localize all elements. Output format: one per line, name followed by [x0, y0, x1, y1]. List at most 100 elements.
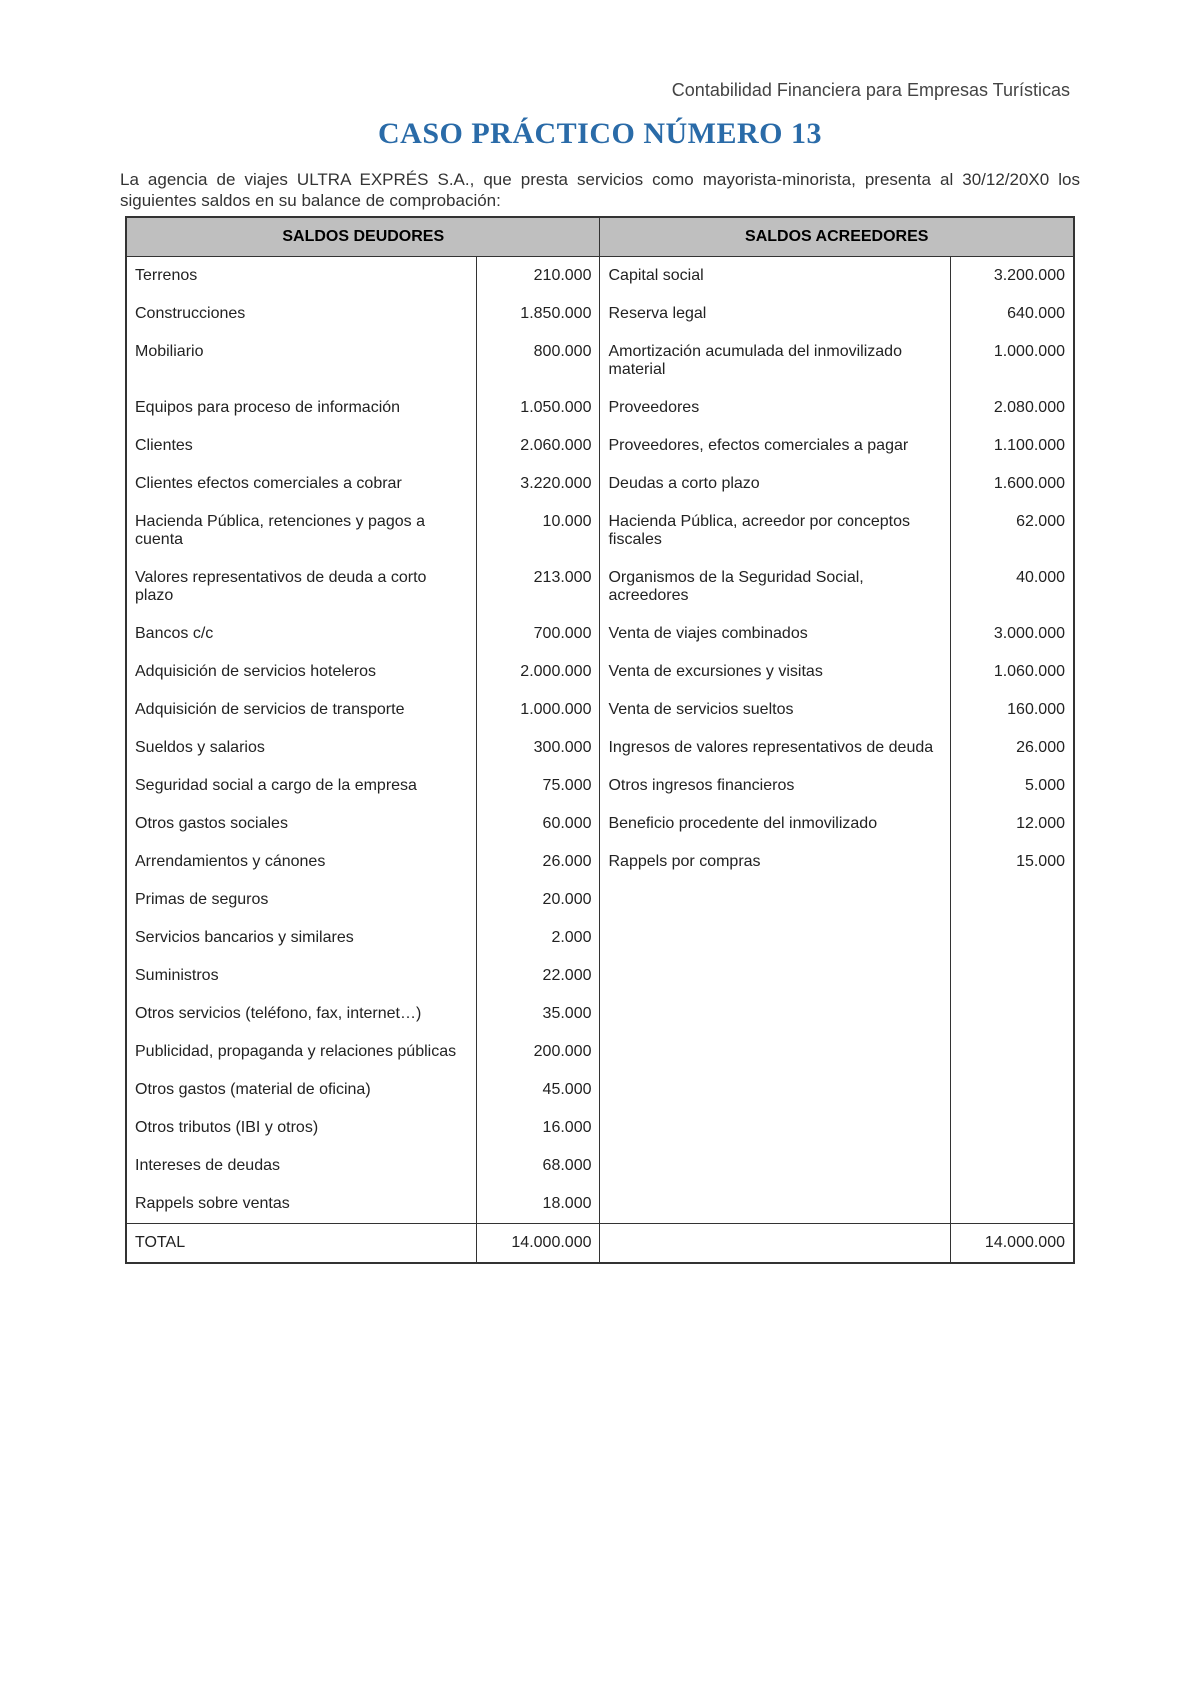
debit-value: 800.000 — [477, 333, 600, 389]
credit-label: Proveedores, efectos comerciales a pagar — [600, 427, 951, 465]
credit-value: 1.100.000 — [951, 427, 1074, 465]
table-row: Terrenos210.000Capital social3.200.000 — [126, 256, 1074, 295]
credit-value: 5.000 — [951, 767, 1074, 805]
credit-label: Reserva legal — [600, 295, 951, 333]
credit-value: 640.000 — [951, 295, 1074, 333]
credit-label: Venta de excursiones y visitas — [600, 653, 951, 691]
table-row: Otros gastos sociales60.000Beneficio pro… — [126, 805, 1074, 843]
credit-label: Hacienda Pública, acreedor por conceptos… — [600, 503, 951, 559]
table-row: Publicidad, propaganda y relaciones públ… — [126, 1033, 1074, 1071]
table-row: Servicios bancarios y similares2.000 — [126, 919, 1074, 957]
credit-value: 1.600.000 — [951, 465, 1074, 503]
credit-label: Venta de viajes combinados — [600, 615, 951, 653]
debit-value: 35.000 — [477, 995, 600, 1033]
page-header: Contabilidad Financiera para Empresas Tu… — [100, 80, 1100, 101]
credit-label — [600, 957, 951, 995]
debit-label: Intereses de deudas — [126, 1147, 477, 1185]
total-label: TOTAL — [126, 1223, 477, 1263]
credit-value: 3.000.000 — [951, 615, 1074, 653]
debit-value: 18.000 — [477, 1185, 600, 1224]
credit-label — [600, 1109, 951, 1147]
debit-value: 213.000 — [477, 559, 600, 615]
debit-value: 1.850.000 — [477, 295, 600, 333]
debit-label: Sueldos y salarios — [126, 729, 477, 767]
debit-value: 16.000 — [477, 1109, 600, 1147]
table-row: Intereses de deudas68.000 — [126, 1147, 1074, 1185]
debit-label: Otros gastos (material de oficina) — [126, 1071, 477, 1109]
debit-label: Otros tributos (IBI y otros) — [126, 1109, 477, 1147]
debit-label: Otros servicios (teléfono, fax, internet… — [126, 995, 477, 1033]
credit-value — [951, 1185, 1074, 1224]
debit-value: 10.000 — [477, 503, 600, 559]
table-row: Mobiliario800.000Amortización acumulada … — [126, 333, 1074, 389]
table-total-row: TOTAL14.000.00014.000.000 — [126, 1223, 1074, 1263]
debit-value: 700.000 — [477, 615, 600, 653]
debit-value: 22.000 — [477, 957, 600, 995]
debit-value: 2.000 — [477, 919, 600, 957]
debit-label: Clientes efectos comerciales a cobrar — [126, 465, 477, 503]
header-acreedores: SALDOS ACREEDORES — [600, 217, 1074, 257]
debit-value: 60.000 — [477, 805, 600, 843]
debit-value: 200.000 — [477, 1033, 600, 1071]
debit-label: Seguridad social a cargo de la empresa — [126, 767, 477, 805]
balance-table: SALDOS DEUDORES SALDOS ACREEDORES Terren… — [125, 216, 1075, 1264]
debit-label: Bancos c/c — [126, 615, 477, 653]
table-row: Adquisición de servicios hoteleros2.000.… — [126, 653, 1074, 691]
credit-value — [951, 881, 1074, 919]
debit-label: Clientes — [126, 427, 477, 465]
credit-label — [600, 1033, 951, 1071]
credit-label — [600, 1071, 951, 1109]
table-row: Sueldos y salarios300.000Ingresos de val… — [126, 729, 1074, 767]
table-row: Bancos c/c700.000Venta de viajes combina… — [126, 615, 1074, 653]
credit-value: 26.000 — [951, 729, 1074, 767]
page-title: CASO PRÁCTICO NÚMERO 13 — [100, 117, 1100, 151]
debit-label: Adquisición de servicios de transporte — [126, 691, 477, 729]
credit-label: Deudas a corto plazo — [600, 465, 951, 503]
credit-value — [951, 995, 1074, 1033]
table-row: Valores representativos de deuda a corto… — [126, 559, 1074, 615]
credit-value — [951, 1109, 1074, 1147]
debit-label: Equipos para proceso de información — [126, 389, 477, 427]
credit-label: Capital social — [600, 256, 951, 295]
credit-label — [600, 1185, 951, 1224]
debit-label: Arrendamientos y cánones — [126, 843, 477, 881]
debit-value: 210.000 — [477, 256, 600, 295]
table-row: Rappels sobre ventas18.000 — [126, 1185, 1074, 1224]
credit-label: Beneficio procedente del inmovilizado — [600, 805, 951, 843]
debit-value: 45.000 — [477, 1071, 600, 1109]
credit-value — [951, 1071, 1074, 1109]
debit-value: 1.050.000 — [477, 389, 600, 427]
credit-label: Venta de servicios sueltos — [600, 691, 951, 729]
debit-label: Otros gastos sociales — [126, 805, 477, 843]
credit-value — [951, 1147, 1074, 1185]
debit-label: Construcciones — [126, 295, 477, 333]
credit-label: Ingresos de valores representativos de d… — [600, 729, 951, 767]
credit-label — [600, 919, 951, 957]
credit-value: 62.000 — [951, 503, 1074, 559]
debit-label: Valores representativos de deuda a corto… — [126, 559, 477, 615]
table-header-row: SALDOS DEUDORES SALDOS ACREEDORES — [126, 217, 1074, 257]
debit-label: Suministros — [126, 957, 477, 995]
table-row: Primas de seguros20.000 — [126, 881, 1074, 919]
credit-value: 1.060.000 — [951, 653, 1074, 691]
debit-value: 68.000 — [477, 1147, 600, 1185]
credit-label: Otros ingresos financieros — [600, 767, 951, 805]
credit-label: Organismos de la Seguridad Social, acree… — [600, 559, 951, 615]
credit-label — [600, 1147, 951, 1185]
debit-value: 3.220.000 — [477, 465, 600, 503]
debit-value: 300.000 — [477, 729, 600, 767]
credit-value: 160.000 — [951, 691, 1074, 729]
table-row: Suministros22.000 — [126, 957, 1074, 995]
credit-value — [951, 1033, 1074, 1071]
debit-label: Mobiliario — [126, 333, 477, 389]
credit-value — [951, 919, 1074, 957]
debit-label: Servicios bancarios y similares — [126, 919, 477, 957]
credit-value: 1.000.000 — [951, 333, 1074, 389]
credit-value — [951, 957, 1074, 995]
intro-paragraph: La agencia de viajes ULTRA EXPRÉS S.A., … — [100, 169, 1100, 212]
credit-label — [600, 995, 951, 1033]
debit-label: Hacienda Pública, retenciones y pagos a … — [126, 503, 477, 559]
debit-label: Publicidad, propaganda y relaciones públ… — [126, 1033, 477, 1071]
table-row: Equipos para proceso de información1.050… — [126, 389, 1074, 427]
debit-value: 20.000 — [477, 881, 600, 919]
